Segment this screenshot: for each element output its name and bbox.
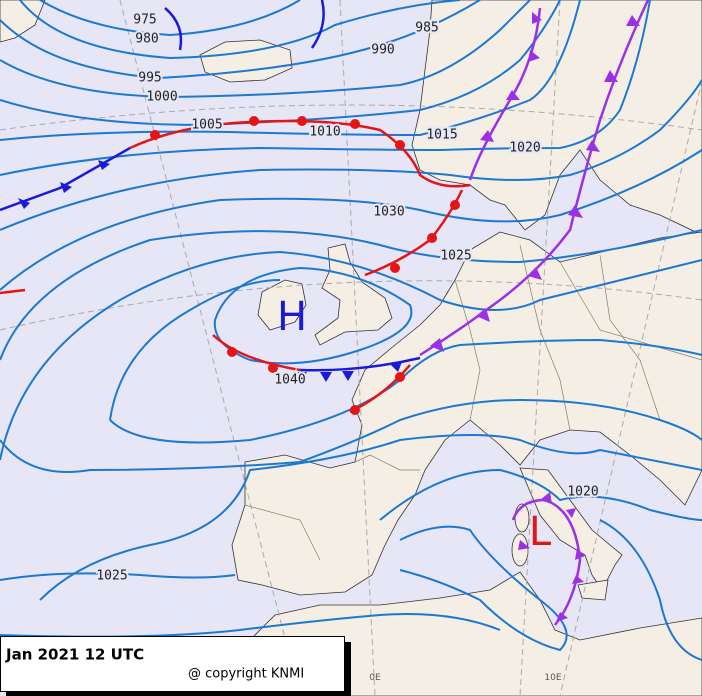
- pressure-label: 1010: [309, 125, 340, 140]
- caption-title: Jan 2021 12 UTC: [5, 646, 144, 664]
- high-pressure-center: H: [277, 294, 307, 340]
- pressure-label: 1025: [440, 249, 471, 264]
- pressure-label: 995: [138, 71, 161, 86]
- pressure-label: 975: [133, 13, 156, 28]
- low-pressure-center: L: [529, 509, 552, 555]
- pressure-label: 990: [371, 43, 394, 58]
- longitude-label: 0E: [369, 673, 381, 683]
- fronts: [0, 0, 650, 626]
- pressure-label: 1005: [191, 118, 222, 133]
- pressure-label: 980: [135, 32, 158, 47]
- longitude-label: 10E: [544, 673, 561, 683]
- pressure-label: 1030: [373, 205, 404, 220]
- caption-panel: [0, 636, 345, 692]
- pressure-label: 1000: [146, 90, 177, 105]
- pressure-label: 985: [415, 21, 438, 36]
- copyright: @ copyright KNMI: [188, 667, 304, 682]
- caption-box: Jan 2021 12 UTC @ copyright KNMI: [0, 636, 351, 696]
- pressure-label: 1020: [509, 141, 540, 156]
- pressure-label: 1020: [567, 485, 598, 500]
- pressure-label: 1025: [96, 569, 127, 584]
- pressure-label: 1040: [274, 373, 305, 388]
- pressure-label: 1015: [426, 128, 457, 143]
- isobar-labels: 975 980 985 990 995 1000 1005 1010 1015 …: [94, 11, 600, 586]
- isobars: [0, 0, 702, 661]
